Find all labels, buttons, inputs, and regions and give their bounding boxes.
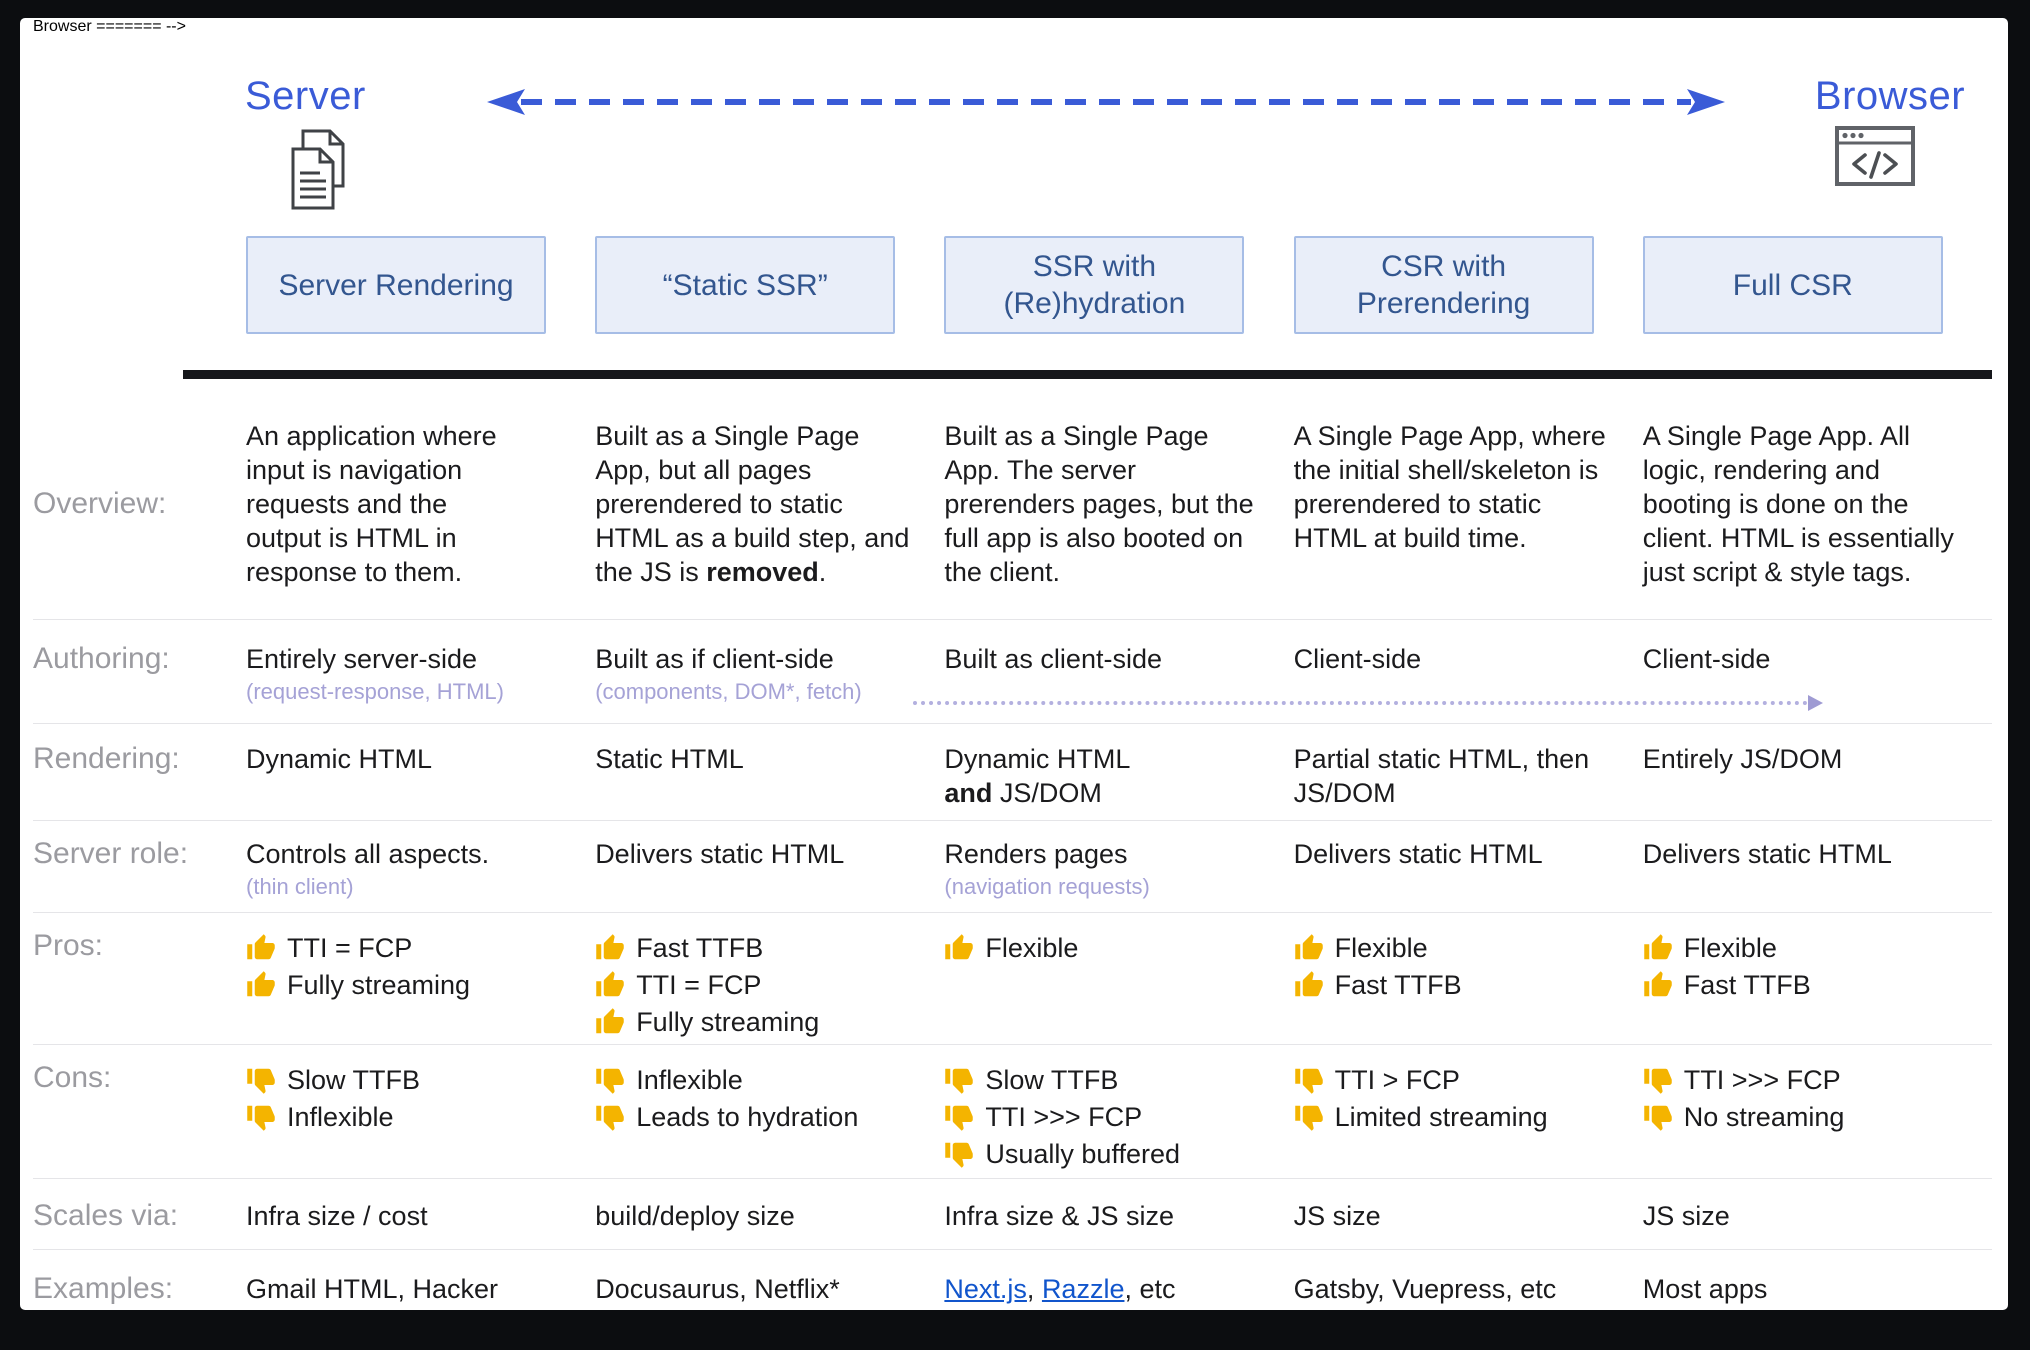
- authoring-ssr-rehydration: Built as client-side: [944, 644, 1162, 674]
- row-label-rendering: Rendering:: [33, 742, 180, 775]
- authoring-note: (request-response, HTML): [246, 679, 504, 704]
- scales-server-rendering: Infra size / cost: [246, 1201, 428, 1231]
- thumb-up-icon: [1294, 970, 1323, 996]
- razzle-link[interactable]: Razzle: [1041, 1274, 1125, 1304]
- server-role-server-rendering: Controls all aspects. (thin client): [246, 837, 595, 900]
- client-side-dashed-arrow-icon: [913, 695, 1823, 711]
- pros-static-ssr: Fast TTFB TTI = FCP Fully streaming: [595, 929, 944, 1040]
- scales-csr-prerendering: JS size: [1293, 1201, 1381, 1231]
- row-scales-via: Scales via: Infra size / cost build/depl…: [33, 1178, 1992, 1249]
- row-rendering: Rendering: Dynamic HTML Static HTML Dyna…: [33, 723, 1992, 820]
- authoring-server-rendering: Entirely server-side (request-response, H…: [246, 642, 595, 705]
- authoring-full-csr: Client-side: [1642, 644, 1771, 674]
- dashed-double-arrow-icon: [487, 89, 1725, 115]
- column-header-ssr-rehydration: SSR with (Re)hydration: [944, 236, 1245, 334]
- overview-csr-prerendering: A Single Page App, where the initial she…: [1293, 421, 1606, 553]
- overview-server-rendering: An application where input is navigation…: [246, 421, 497, 587]
- thumb-up-icon: [247, 933, 275, 959]
- thumb-down-icon: [945, 1142, 974, 1168]
- examples-ssr-rehydration: Next.js, Razzle, etc: [944, 1274, 1176, 1304]
- rendering-csr-prerendering: Partial static HTML, then JS/DOM: [1293, 744, 1590, 808]
- authoring-note: (components, DOM*, fetch): [595, 679, 862, 704]
- thumb-up-icon: [247, 970, 275, 996]
- row-examples: Examples: Gmail HTML, Hacker News Docusa…: [33, 1249, 1992, 1310]
- cons-server-rendering: Slow TTFB Inflexible: [246, 1061, 595, 1135]
- thumb-down-icon: [945, 1105, 974, 1131]
- pros-full-csr: Flexible Fast TTFB: [1643, 929, 1992, 1003]
- server-role-note: (navigation requests): [944, 874, 1150, 899]
- column-header-server-rendering: Server Rendering: [246, 236, 546, 334]
- examples-server-rendering: Gmail HTML, Hacker News: [246, 1274, 499, 1310]
- header-divider: [183, 370, 1992, 379]
- overview-ssr-rehydration: Built as a Single Page App. The server p…: [944, 421, 1254, 587]
- thumb-down-icon: [596, 1105, 624, 1131]
- scales-ssr-rehydration: Infra size & JS size: [944, 1201, 1174, 1231]
- overview-full-csr: A Single Page App. All logic, rendering …: [1642, 421, 1954, 587]
- rendering-ssr-rehydration: Dynamic HTML and JS/DOM: [944, 744, 1131, 808]
- cons-static-ssr: Inflexible Leads to hydration: [595, 1061, 944, 1135]
- cons-ssr-rehydration: Slow TTFB TTI >>> FCP Usually buffered: [944, 1061, 1293, 1172]
- examples-csr-prerendering: Gatsby, Vuepress, etc: [1293, 1274, 1557, 1304]
- row-label-authoring: Authoring:: [33, 642, 170, 675]
- column-headers-row: Server Rendering “Static SSR” SSR with (…: [33, 236, 1992, 334]
- pros-ssr-rehydration: Flexible: [944, 929, 1293, 966]
- row-label-scales-via: Scales via:: [33, 1199, 179, 1232]
- server-role-csr-prerendering: Delivers static HTML: [1293, 839, 1543, 869]
- pros-csr-prerendering: Flexible Fast TTFB: [1294, 929, 1643, 1003]
- row-label-server-role: Server role:: [33, 837, 189, 870]
- overview-static-ssr: Built as a Single Page App, but all page…: [595, 421, 910, 587]
- cons-csr-prerendering: TTI > FCP Limited streaming: [1294, 1061, 1643, 1135]
- thumb-up-icon: [1644, 933, 1672, 959]
- authoring-csr-prerendering: Client-side: [1293, 644, 1422, 674]
- column-header-static-ssr: “Static SSR”: [595, 236, 896, 334]
- row-overview: Overview: An application where input is …: [33, 379, 1992, 619]
- thumb-down-icon: [1644, 1068, 1672, 1094]
- column-header-csr-prerendering: CSR with Prerendering: [1293, 236, 1594, 334]
- scales-static-ssr: build/deploy size: [595, 1201, 795, 1231]
- thumb-down-icon: [945, 1068, 974, 1094]
- thumb-up-icon: [1644, 970, 1672, 996]
- rendering-full-csr: Entirely JS/DOM: [1642, 744, 1843, 774]
- nextjs-link[interactable]: Next.js: [944, 1274, 1027, 1304]
- thumb-down-icon: [596, 1068, 624, 1094]
- row-pros: Pros: TTI = FCP Fully streaming Fast TTF…: [33, 912, 1992, 1044]
- thumb-down-icon: [1644, 1105, 1672, 1131]
- server-role-note: (thin client): [246, 874, 354, 899]
- row-label-examples: Examples:: [33, 1272, 174, 1305]
- thumb-up-icon: [596, 970, 624, 996]
- row-authoring: Authoring: Entirely server-side (request-…: [33, 619, 1992, 723]
- server-label: Server: [245, 74, 366, 118]
- examples-static-ssr: Docusaurus, Netflix*: [595, 1274, 840, 1304]
- thumb-down-icon: [1294, 1105, 1323, 1131]
- row-cons: Cons: Slow TTFB Inflexible Inflexible Le…: [33, 1044, 1992, 1178]
- thumb-up-icon: [1294, 933, 1323, 959]
- thumb-up-icon: [596, 933, 624, 959]
- server-role-full-csr: Delivers static HTML: [1642, 839, 1892, 869]
- document-pages-icon: [291, 129, 345, 210]
- browser-label: Browser: [1814, 74, 1966, 118]
- browser-window-icon: [1835, 126, 1915, 186]
- authoring-static-ssr: Built as if client-side (components, DOM*…: [595, 642, 944, 705]
- rendering-server-rendering: Dynamic HTML: [246, 744, 433, 774]
- cons-full-csr: TTI >>> FCP No streaming: [1643, 1061, 1992, 1135]
- thumb-up-icon: [596, 1007, 624, 1033]
- thumb-down-icon: [1294, 1068, 1323, 1094]
- row-label-cons: Cons:: [33, 1061, 112, 1094]
- spectrum-header: Server Browser: [33, 36, 1992, 236]
- row-server-role: Server role: Controls all aspects. (thin …: [33, 820, 1992, 912]
- scales-full-csr: JS size: [1642, 1201, 1730, 1231]
- column-header-full-csr: Full CSR: [1642, 236, 1943, 334]
- pros-server-rendering: TTI = FCP Fully streaming: [246, 929, 595, 1003]
- row-label-pros: Pros:: [33, 929, 104, 962]
- server-role-static-ssr: Delivers static HTML: [595, 839, 845, 869]
- thumb-down-icon: [247, 1105, 275, 1131]
- thumb-down-icon: [247, 1068, 275, 1094]
- examples-full-csr: Most apps: [1642, 1274, 1768, 1304]
- rendering-spectrum-panel: Browser ======= --> Server Browser Serv: [20, 18, 2008, 1310]
- server-role-ssr-rehydration: Renders pages (navigation requests): [944, 837, 1293, 900]
- thumb-up-icon: [945, 933, 974, 959]
- row-label-overview: Overview:: [33, 487, 167, 520]
- rendering-static-ssr: Static HTML: [595, 744, 744, 774]
